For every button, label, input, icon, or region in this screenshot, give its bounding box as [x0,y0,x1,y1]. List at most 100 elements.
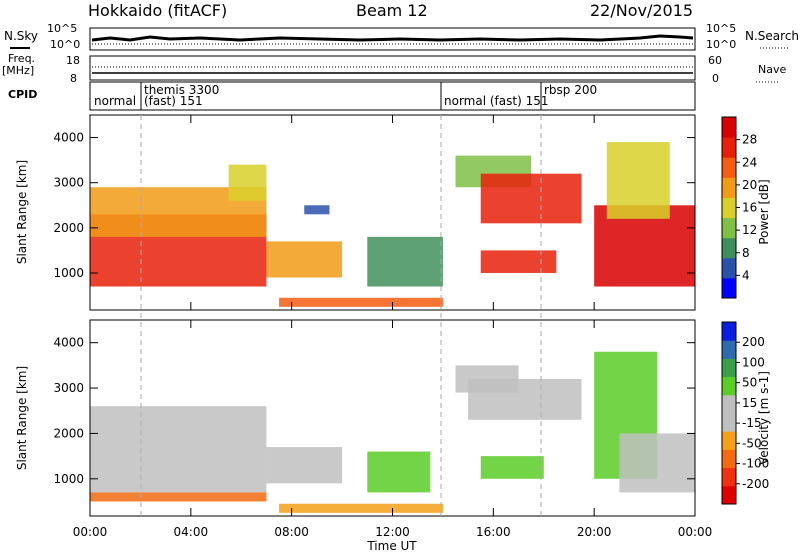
cpid-label: CPID [8,88,37,101]
x-tick-label: 16:00 [476,525,511,539]
power-colorbar-tick-label: 20 [742,178,757,192]
noise-left-tick-bottom: 10^0 [50,38,80,51]
time-x-ticks: 00:00 04:00 08:00 12:00 16:00 20:00 00:00 [73,115,713,539]
power-colorbar-tick-label: 12 [742,223,757,237]
noise-panel: 10^5 10^0 10^5 10^0 [47,22,736,51]
power-y-tick-label: 3000 [53,176,84,190]
velocity-data [90,351,695,513]
power-colorbar-tick-label: 4 [742,268,750,282]
velocity-colorbar-tick-label: 15 [742,396,757,410]
nsearch-label: N.Search [745,29,799,43]
velocity-region [90,406,267,493]
power-colorbar-segment [722,237,736,259]
velocity-y-axis-label: Slant Range [km] [15,366,29,470]
cpid-label-normal-fast: normal (fast) 151 [444,94,548,108]
cpid-panel: normal themis 3300 (fast) 151 normal (fa… [89,81,696,111]
velocity-y-tick-label: 3000 [53,381,84,395]
power-colorbar-tick-label: 16 [742,201,757,215]
noise-right-tick-top: 10^5 [706,22,736,35]
velocity-panel: 4000 3000 2000 1000 Slant Range [km] [15,319,696,517]
nave-label: Nave [758,63,786,76]
power-data [90,142,695,307]
freq-right-tick-top: 60 [708,54,722,67]
nsky-label: N.Sky [4,29,38,43]
velocity-colorbar-segment [722,431,736,450]
power-y-tick-label: 4000 [53,131,84,145]
velocity-region [279,503,443,513]
velocity-colorbar-tick-label: 50 [742,376,757,390]
power-colorbar-segment [722,137,736,158]
power-colorbar-segment [722,157,736,178]
velocity-colorbar-segment [722,467,736,487]
velocity-y-tick-label: 4000 [53,336,84,350]
freq-unit-label: [MHz] [2,64,34,77]
power-region [480,250,557,273]
velocity-colorbar-segment [722,376,736,396]
power-colorbar-segment [722,257,736,279]
velocity-colorbar-segment [722,485,736,505]
power-region [266,241,343,278]
velocity-colorbar-tick-label: 100 [742,355,765,369]
beam-label: Beam 12 [356,1,428,20]
velocity-colorbar-tick-label: -100 [742,457,769,471]
cpid-label-themis: themis 3300 [144,83,219,97]
velocity-region [619,433,695,493]
velocity-region [468,378,582,420]
velocity-colorbar: 200 100 50 15 -15 -50 -100 -200 [721,321,769,505]
velocity-colorbar-segment [722,358,736,378]
velocity-colorbar-label: Velocity [m s-1] [757,371,771,465]
velocity-y-ticks: 4000 3000 2000 1000 [53,336,695,486]
power-y-tick-label: 2000 [53,221,84,235]
noise-right-tick-bottom: 10^0 [706,38,736,51]
velocity-y-tick-label: 1000 [53,472,84,486]
date-label: 22/Nov/2015 [590,1,693,20]
x-tick-label: 04:00 [174,525,209,539]
freq-left-tick-top: 18 [66,54,80,67]
cpid-label-normal: normal [94,94,136,108]
power-colorbar-segment [722,197,736,219]
power-region [367,236,443,287]
nsky-trace [91,34,694,42]
velocity-region [90,492,267,502]
power-colorbar-tick-label: 8 [742,246,750,260]
velocity-colorbar-segment [722,340,736,359]
x-tick-label: 20:00 [577,525,612,539]
x-tick-label: 00:00 [678,525,713,539]
velocity-colorbar-segment [722,394,736,414]
velocity-colorbar-segment [722,449,736,469]
power-region [279,297,443,307]
power-region [304,205,330,215]
power-panel: 4000 3000 2000 1000 Slant Range [km] [15,114,696,311]
x-tick-label: 12:00 [375,525,410,539]
velocity-colorbar-tick-label: -15 [742,416,762,430]
power-region [228,164,267,201]
power-colorbar-label: Power [dB] [757,179,771,244]
power-y-axis-label: Slant Range [km] [15,160,29,264]
power-colorbar-segment [722,177,736,198]
x-axis-label: Time UT [366,539,417,553]
velocity-colorbar-tick-label: -200 [742,477,769,491]
power-y-tick-label: 1000 [53,266,84,280]
noise-left-tick-top: 10^5 [47,22,77,35]
x-tick-label: 00:00 [73,525,108,539]
cpid-change-lines [140,115,542,516]
power-colorbar-tick-label: 28 [742,133,757,147]
freq-panel: 18 8 60 0 [66,54,722,85]
station-title: Hokkaido (fitACF) [88,1,227,20]
power-colorbar-tick-label: 24 [742,155,757,169]
power-colorbar-segment [722,217,736,239]
velocity-colorbar-segment [722,413,736,432]
velocity-region [480,456,544,479]
freq-left-tick-bottom: 8 [70,72,77,85]
power-colorbar: 28 24 20 16 12 8 4 [721,116,757,299]
power-colorbar-segment [722,117,736,138]
power-region [606,142,670,219]
cpid-label-fast: (fast) 151 [144,94,203,108]
velocity-colorbar-tick-label: 200 [742,335,765,349]
power-region [480,173,582,224]
velocity-region [266,447,343,484]
velocity-y-tick-label: 2000 [53,426,84,440]
power-y-ticks: 4000 3000 2000 1000 [53,131,695,280]
power-colorbar-segment [722,277,736,299]
